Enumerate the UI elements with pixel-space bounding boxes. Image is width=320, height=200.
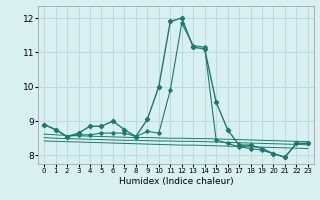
X-axis label: Humidex (Indice chaleur): Humidex (Indice chaleur) — [119, 177, 233, 186]
